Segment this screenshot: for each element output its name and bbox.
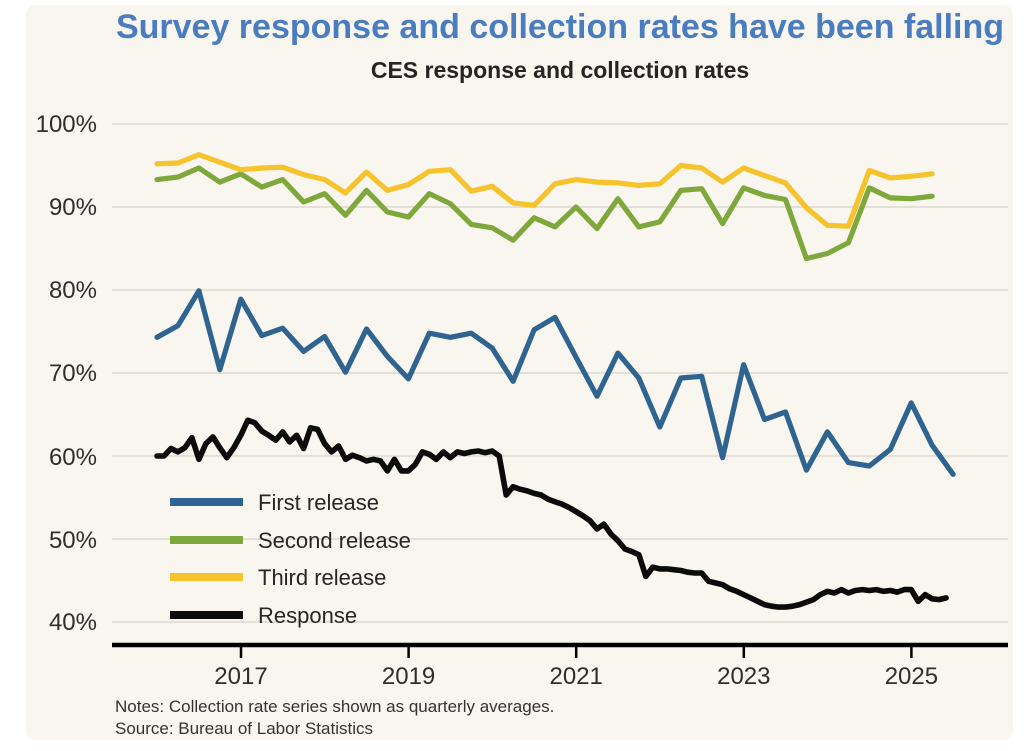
legend-label-second-release: Second release [258,528,411,553]
legend-label-third-release: Third release [258,565,386,590]
y-tick-label: 100% [36,111,97,138]
y-tick-label: 60% [49,444,97,471]
x-tick-label: 2017 [214,663,267,690]
x-tick-label: 2021 [550,663,603,690]
third-release-line [154,152,935,229]
x-axis-labels: 2017 2019 2021 2023 2025 [214,663,938,690]
legend-labels: First release Second release Third relea… [258,490,411,628]
response-line [154,417,949,610]
y-tick-label: 70% [49,360,97,387]
y-tick-label: 80% [49,277,97,304]
legend-label-first-release: First release [258,490,379,515]
y-tick-label: 90% [49,194,97,221]
chart-subtitle: CES response and collection rates [371,57,749,83]
x-axis [112,642,1008,658]
page-title: Survey response and collection rates hav… [116,8,1004,46]
data-series-lines [154,152,956,610]
x-tick-label: 2023 [717,663,770,690]
second-release-line [154,165,935,262]
x-tick-label: 2025 [885,663,938,690]
legend-swatches [170,498,243,619]
gridlines [112,123,1008,623]
first-release-line [154,288,956,477]
y-tick-label: 50% [49,527,97,554]
x-tick-label: 2019 [382,663,435,690]
source-text: Source: Bureau of Labor Statistics [115,719,373,738]
y-axis-labels: 100% 90% 80% 70% 60% 50% 40% [36,111,97,636]
notes-text: Notes: Collection rate series shown as q… [115,697,554,716]
y-tick-label: 40% [49,609,97,636]
legend-label-response: Response [258,603,357,628]
